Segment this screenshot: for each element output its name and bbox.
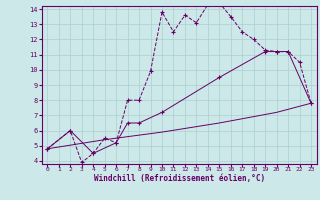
X-axis label: Windchill (Refroidissement éolien,°C): Windchill (Refroidissement éolien,°C) — [94, 174, 265, 183]
